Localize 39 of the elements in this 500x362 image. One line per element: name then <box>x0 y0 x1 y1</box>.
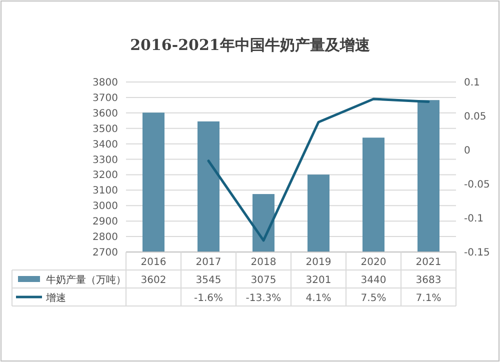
y2-tick-label: -0.05 <box>464 180 490 190</box>
data-label: 3545 <box>196 275 222 286</box>
data-label: 7.1% <box>416 293 442 304</box>
data-label: 3602 <box>140 275 166 286</box>
x-tick-label: 2018 <box>250 257 276 268</box>
y-tick-label: 3500 <box>92 124 118 135</box>
data-label: 3683 <box>416 275 442 286</box>
legend-label: 牛奶产量（万吨） <box>46 274 126 286</box>
y-tick-label: 2900 <box>92 216 118 228</box>
data-label: -1.6% <box>194 293 224 304</box>
x-tick-label: 2021 <box>416 257 442 268</box>
y-tick-label: 3300 <box>92 154 118 166</box>
x-tick-label: 2017 <box>196 257 222 268</box>
data-label: 3440 <box>360 275 386 286</box>
y2-tick-label: 0 <box>464 146 470 156</box>
y-tick-label: 3200 <box>92 170 118 182</box>
legend-label: 增速 <box>45 292 66 304</box>
x-tick-label: 2020 <box>360 257 386 268</box>
data-label: 7.5% <box>360 293 386 304</box>
x-tick-label: 2019 <box>306 257 332 268</box>
y2-tick-label: 0.1 <box>464 78 480 88</box>
y2-tick-label: -0.15 <box>464 248 490 258</box>
data-label: 4.1% <box>306 293 332 304</box>
y-tick-label: 3100 <box>92 186 118 197</box>
y-tick-label: 3000 <box>92 201 118 212</box>
y2-tick-label: -0.1 <box>464 214 484 224</box>
data-label: 3075 <box>250 275 276 286</box>
y-tick-label: 3600 <box>92 108 118 120</box>
x-tick-label: 2016 <box>140 257 166 268</box>
chart-title: 2016-2021年中国牛奶产量及增速 <box>130 36 371 54</box>
y-tick-label: 2800 <box>92 232 118 244</box>
data-label: -13.3% <box>246 293 282 304</box>
y-tick-label: 3800 <box>92 78 118 88</box>
y-tick-label: 2700 <box>92 248 118 258</box>
y-tick-label: 3400 <box>92 139 118 150</box>
y2-tick-label: 0.05 <box>464 112 486 122</box>
y-tick-label: 3700 <box>92 92 118 104</box>
data-label: 3201 <box>306 275 332 286</box>
line-series <box>207 98 430 242</box>
